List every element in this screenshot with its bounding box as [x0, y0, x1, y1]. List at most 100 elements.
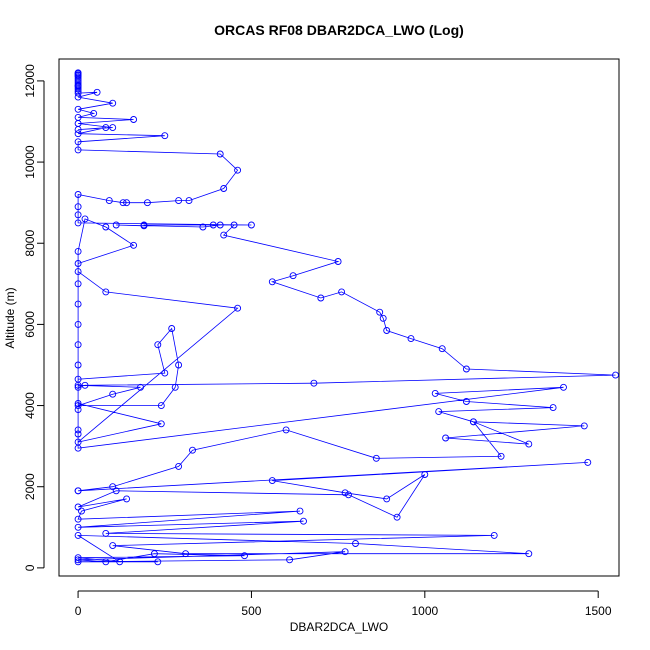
data-point: [74, 130, 82, 138]
data-point: [286, 556, 294, 564]
data-point: [352, 540, 359, 547]
data-point: [112, 221, 120, 229]
data-point: [247, 221, 255, 229]
data-point: [168, 325, 176, 332]
data-point: [130, 241, 138, 249]
data-point: [490, 531, 498, 539]
data-point: [74, 531, 82, 539]
data-point: [234, 166, 242, 174]
data-point: [612, 371, 619, 379]
y-tick-label: 0: [23, 564, 37, 571]
data-point: [74, 146, 82, 154]
data-point: [74, 260, 82, 267]
data-point: [102, 223, 110, 231]
data-point: [220, 231, 228, 239]
data-series: [74, 69, 619, 566]
data-point: [123, 199, 131, 207]
data-point: [407, 335, 415, 343]
data-point: [435, 408, 443, 416]
data-point: [216, 150, 224, 158]
data-point: [161, 369, 169, 377]
data-point: [199, 223, 207, 231]
series-line: [76, 72, 616, 563]
data-point: [379, 314, 387, 322]
y-tick-label: 10000: [23, 145, 37, 179]
data-point: [74, 203, 82, 211]
data-point: [74, 191, 82, 198]
data-point: [341, 489, 349, 497]
data-point: [109, 390, 117, 398]
data-point: [525, 440, 533, 448]
data-point: [74, 247, 82, 255]
data-point: [376, 308, 384, 316]
data-point: [154, 558, 162, 566]
data-point: [393, 513, 401, 521]
x-axis: 0 500 1000 1500: [75, 590, 612, 618]
data-point: [74, 430, 82, 438]
data-point: [74, 138, 82, 146]
y-tick-label: 4000: [23, 392, 37, 419]
data-point: [338, 288, 346, 296]
data-point: [150, 550, 158, 558]
data-point: [137, 383, 144, 391]
data-point: [157, 402, 165, 410]
y-tick-label: 12000: [23, 64, 37, 98]
y-tick-label: 2000: [23, 473, 37, 500]
data-point: [74, 556, 82, 564]
data-point: [105, 197, 113, 205]
x-tick-label: 500: [241, 604, 261, 618]
data-point: [220, 185, 228, 192]
data-point: [74, 361, 82, 369]
data-point: [109, 542, 117, 550]
data-point: [109, 124, 117, 132]
data-point: [74, 503, 82, 511]
data-point: [74, 211, 82, 219]
x-axis-label: DBAR2DCA_LWO: [290, 620, 388, 634]
data-point: [74, 444, 82, 452]
data-point: [383, 495, 391, 503]
data-point: [74, 85, 82, 93]
data-point: [182, 550, 190, 558]
data-point: [102, 558, 110, 566]
data-point: [497, 452, 505, 460]
data-point: [185, 197, 193, 205]
data-point: [119, 199, 127, 207]
data-point: [372, 454, 380, 462]
data-point: [74, 341, 82, 349]
data-point: [171, 383, 179, 391]
y-tick-label: 6000: [23, 311, 37, 338]
data-point: [216, 221, 224, 229]
data-point: [130, 116, 138, 123]
data-point: [282, 426, 290, 434]
data-point: [74, 554, 82, 562]
data-point: [334, 258, 342, 265]
data-point: [462, 365, 470, 373]
data-point: [78, 507, 85, 515]
data-point: [268, 278, 276, 286]
y-axis: 0 2000 4000 6000 8000 10000 12000: [23, 64, 45, 571]
data-point: [310, 379, 318, 387]
data-point: [175, 462, 183, 470]
data-point: [74, 320, 82, 328]
data-point: [421, 471, 429, 478]
data-point: [462, 398, 470, 405]
x-tick-label: 1000: [411, 604, 438, 618]
x-tick-label: 1500: [585, 604, 612, 618]
data-point: [289, 272, 297, 280]
data-point: [74, 402, 82, 410]
data-point: [102, 124, 110, 132]
data-point: [74, 558, 82, 566]
data-point: [560, 383, 567, 391]
data-point: [549, 404, 557, 412]
data-point: [469, 418, 477, 426]
data-point: [74, 89, 82, 97]
data-point: [81, 215, 89, 223]
data-point: [317, 294, 325, 302]
data-point: [74, 280, 82, 288]
data-point: [102, 529, 110, 537]
data-point: [580, 422, 588, 430]
data-point: [154, 341, 162, 349]
data-point: [442, 434, 450, 442]
data-point: [74, 515, 82, 523]
data-point: [81, 381, 89, 389]
